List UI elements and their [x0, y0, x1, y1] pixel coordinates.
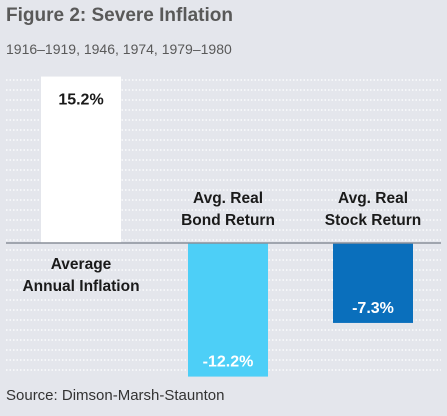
- category-label: Avg. Real Stock Return: [325, 190, 421, 229]
- category-label: Average Annual Inflation: [22, 256, 139, 295]
- data-label: -12.2%: [203, 354, 254, 371]
- figure-title: Figure 2: Severe Inflation: [6, 5, 233, 26]
- figure-subtitle: 1916–1919, 1946, 1974, 1979–1980: [6, 41, 232, 57]
- data-label: -7.3%: [352, 300, 394, 317]
- data-label: 15.2%: [58, 92, 103, 109]
- bar: [188, 243, 268, 377]
- bar: [333, 243, 413, 323]
- bar: [41, 76, 121, 243]
- source-note: Source: Dimson-Marsh-Staunton: [6, 387, 225, 404]
- chart-labels: 15.2% -12.2% -7.3% Average Annual Inflation A…: [22, 92, 421, 371]
- category-label: Avg. Real Bond Return: [181, 190, 275, 229]
- bars: [41, 76, 413, 377]
